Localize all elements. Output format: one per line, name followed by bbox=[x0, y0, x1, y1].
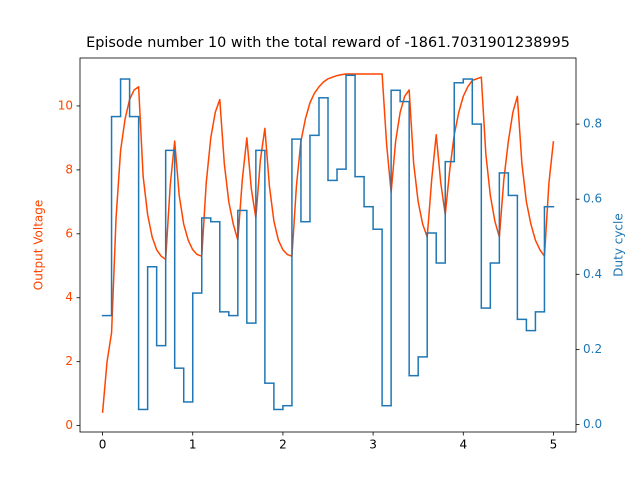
y2-tick-label: 0.0 bbox=[583, 417, 602, 431]
y2-axis-label: Duty cycle bbox=[612, 213, 626, 276]
y-tick-label: 0 bbox=[65, 418, 73, 432]
y-tick-label: 4 bbox=[65, 290, 73, 304]
y-tick-label: 10 bbox=[58, 98, 73, 112]
x-tick-label: 5 bbox=[550, 438, 558, 452]
y2-tick-label: 0.2 bbox=[583, 342, 602, 356]
voltage-line bbox=[101, 73, 555, 413]
y-tick-label: 2 bbox=[65, 354, 73, 368]
x-tick-label: 3 bbox=[369, 438, 377, 452]
x-tick-label: 2 bbox=[279, 438, 287, 452]
y-tick-label: 8 bbox=[65, 162, 73, 176]
plot-frame bbox=[79, 57, 577, 433]
y-tick-label: 6 bbox=[65, 226, 73, 240]
y-axis-label: Output Voltage bbox=[32, 200, 46, 291]
x-tick-label: 0 bbox=[99, 438, 107, 452]
x-tick-label: 1 bbox=[189, 438, 197, 452]
x-tick-label: 4 bbox=[459, 438, 467, 452]
y2-tick-label: 0.8 bbox=[583, 117, 602, 131]
y2-tick-label: 0.4 bbox=[583, 267, 602, 281]
chart-title: Episode number 10 with the total reward … bbox=[86, 35, 570, 51]
y2-tick-label: 0.6 bbox=[583, 192, 602, 206]
